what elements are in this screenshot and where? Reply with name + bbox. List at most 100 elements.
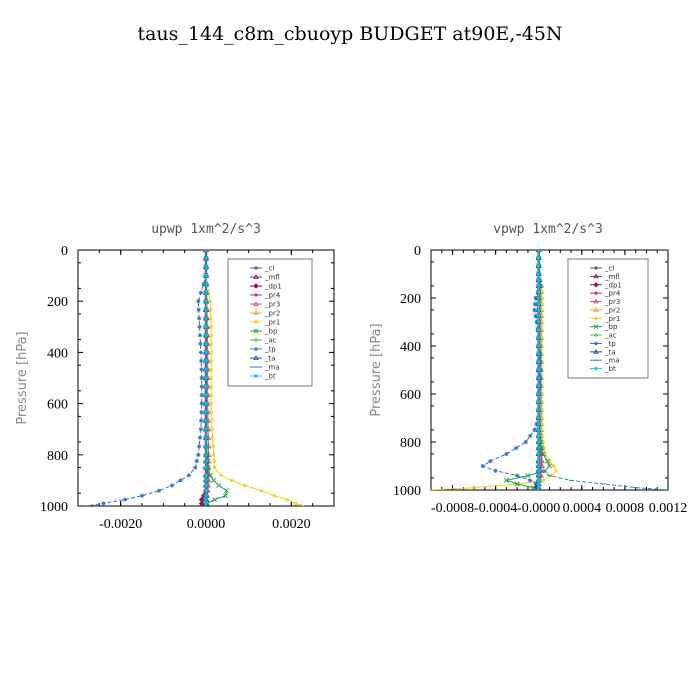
x-tick-label: 0.0004 (563, 501, 602, 516)
series-layer (431, 250, 668, 490)
data-point (204, 299, 208, 303)
x-tick-label: 0.0000 (187, 517, 226, 532)
data-point (211, 477, 217, 483)
data-point (216, 483, 222, 489)
data-point (229, 478, 234, 483)
y-tick-label: 800 (400, 436, 421, 451)
series-layer (86, 250, 305, 506)
data-point (594, 316, 598, 320)
data-point (198, 358, 204, 364)
data-point (209, 367, 213, 372)
data-point (242, 483, 247, 488)
data-point (204, 273, 208, 278)
data-point (210, 435, 215, 440)
data-point (209, 342, 213, 346)
panel-title: upwp 1xm^2/s^3 (151, 222, 261, 237)
data-point (536, 482, 541, 486)
data-point (544, 458, 550, 464)
data-point (253, 274, 259, 279)
data-point (198, 350, 204, 355)
data-point (254, 293, 258, 297)
data-point (223, 488, 229, 494)
data-point (536, 376, 541, 380)
data-point (536, 290, 541, 294)
data-point (198, 341, 203, 347)
data-point (536, 320, 541, 324)
data-point (204, 265, 208, 269)
data-point (207, 472, 213, 478)
data-point (536, 256, 541, 260)
legend-label: _tp (604, 340, 616, 348)
data-point (552, 464, 556, 468)
data-point (536, 296, 541, 300)
y-tick-label: 200 (400, 292, 421, 307)
x-tick-label: 0.0008 (606, 501, 645, 516)
data-point (540, 451, 546, 457)
data-point (540, 434, 545, 438)
panel-title: vpwp 1xm^2/s^3 (493, 222, 603, 237)
data-point (204, 478, 208, 483)
data-point (211, 444, 215, 449)
data-point (532, 427, 537, 433)
y-tick-label: 0 (61, 244, 68, 259)
data-point (204, 393, 208, 397)
data-point (525, 473, 531, 479)
x-tick-label: -0.0008 (431, 501, 474, 516)
data-point (209, 401, 213, 406)
data-point (253, 301, 259, 306)
data-point (593, 298, 599, 304)
data-point (208, 299, 213, 303)
data-point (536, 336, 541, 340)
legend-label: _ma (264, 364, 280, 372)
data-point (204, 459, 208, 463)
data-point (536, 384, 541, 388)
data-point (285, 497, 289, 502)
data-point (204, 435, 208, 440)
data-point (527, 478, 533, 483)
data-point (480, 463, 485, 469)
legend-label: _cl (264, 265, 274, 273)
data-point (204, 444, 208, 449)
data-point (533, 313, 538, 319)
series-bt (536, 250, 541, 490)
data-point (211, 453, 216, 457)
legend-label: _pr2 (264, 310, 280, 318)
data-point (204, 384, 208, 389)
data-point (536, 284, 541, 288)
legend-label: _pr1 (604, 315, 620, 323)
data-point (204, 367, 208, 372)
data-point (199, 392, 204, 398)
data-point (488, 459, 493, 464)
data-point (196, 316, 202, 321)
legend-label: _ta (604, 348, 616, 356)
data-point (204, 493, 208, 498)
data-point (536, 314, 541, 318)
legend-label: _ac (604, 332, 617, 340)
data-point (209, 316, 213, 321)
data-point (594, 291, 598, 295)
data-point (593, 273, 599, 279)
data-point (199, 384, 204, 389)
y-tick-label: 400 (400, 340, 421, 355)
data-point (204, 483, 208, 488)
data-point (204, 427, 208, 431)
legend-label: _mfl (604, 273, 620, 281)
data-point (199, 375, 204, 381)
data-point (503, 477, 509, 483)
data-point (204, 316, 208, 321)
data-point (198, 290, 204, 295)
data-point (536, 360, 541, 364)
data-point (194, 459, 200, 464)
legend-label: _pr4 (264, 292, 281, 300)
data-point (594, 266, 598, 270)
data-point (536, 302, 541, 306)
data-point (204, 256, 208, 261)
y-tick-label: 600 (47, 398, 68, 413)
data-point (197, 333, 203, 338)
data-point (197, 324, 202, 329)
vpwp-panel: vpwp 1xm^2/s^3 Pressure [hPa] 0 200 400 600 80… (369, 222, 687, 516)
data-point (204, 350, 208, 355)
data-point (223, 493, 229, 499)
data-point (219, 473, 223, 478)
